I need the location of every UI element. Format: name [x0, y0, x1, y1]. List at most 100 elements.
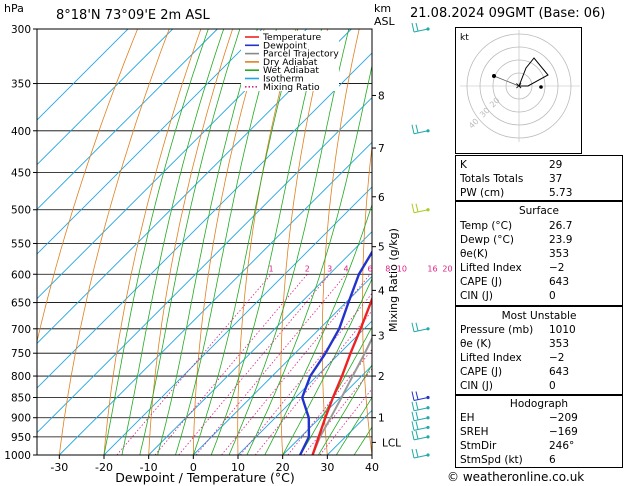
- wind-barb: [411, 401, 430, 412]
- mixing-ratio-label: 3: [327, 264, 332, 273]
- dry-adiabat: [148, 29, 233, 455]
- index-value: −209: [549, 412, 578, 424]
- temperature-tick-label: 10: [231, 461, 245, 474]
- index-value: 5.73: [549, 187, 573, 199]
- height-tick-label: 7: [378, 143, 385, 155]
- mixing-ratio-line: [195, 274, 347, 455]
- temperature-tick-label: -20: [95, 461, 113, 474]
- wet-adiabat: [103, 29, 209, 455]
- wind-barb-flag: [415, 401, 419, 410]
- hodograph-ring-label: 20: [488, 96, 502, 110]
- index-row: θe (K) 353: [460, 337, 618, 351]
- index-label: θe (K): [460, 338, 492, 350]
- wet-adiabat: [192, 29, 299, 455]
- index-value: 0: [549, 290, 556, 302]
- mixing-ratio-axis-label: Mixing Ratio (g/kg): [387, 228, 400, 332]
- hodograph-plot: kt 40 30 20 ✕: [460, 30, 580, 142]
- pressure-tick-label: 950: [11, 432, 31, 444]
- pressure-tick-label: 600: [11, 269, 31, 281]
- lcl-label: LCL: [382, 437, 401, 449]
- pressure-tick-label: 1000: [4, 450, 31, 462]
- index-row: K 29: [460, 158, 618, 172]
- credit-text[interactable]: © weatheronline.co.uk: [447, 470, 585, 484]
- dry-adiabat: [58, 29, 170, 455]
- index-value: 26.7: [549, 220, 573, 232]
- index-value: 37: [549, 173, 563, 185]
- mixing-ratio-line: [239, 292, 372, 455]
- index-label: Dewp (°C): [460, 234, 514, 246]
- wind-barb: [411, 391, 430, 401]
- legend-label: Isotherm: [263, 74, 304, 85]
- wind-barb-staff: [413, 130, 429, 135]
- height-unit-asl: ASL: [374, 15, 396, 28]
- indices-panel: K 29 Totals Totals 37 PW (cm) 5.73 Surface …: [455, 155, 623, 468]
- most-unstable-box: Most Unstable Pressure (mb) 1010 θe (K) 35…: [455, 306, 623, 395]
- height-tick-label: 1: [378, 413, 385, 425]
- index-value: 29: [549, 159, 563, 171]
- pressure-tick-label: 700: [11, 324, 31, 336]
- mixing-ratio-label: 1: [269, 264, 274, 273]
- pressure-tick-label: 500: [11, 205, 31, 217]
- mixing-ratio-label: 8: [385, 264, 390, 273]
- plot-frame: [36, 28, 373, 456]
- index-label: CAPE (J): [460, 366, 503, 378]
- index-label: θe(K): [460, 248, 488, 260]
- index-value: 643: [549, 276, 570, 288]
- index-label: StmSpd (kt): [460, 454, 523, 466]
- isotherm: [37, 29, 218, 210]
- legend-item: Dry Adiabat: [245, 57, 318, 68]
- wind-barb-flag: [411, 430, 415, 440]
- index-row: Pressure (mb) 1010: [460, 323, 618, 337]
- wet-adiabat: [264, 203, 372, 455]
- pressure-tick-label: 800: [11, 371, 31, 383]
- wind-barb-flag: [411, 22, 415, 33]
- height-tick-label: 5: [378, 242, 385, 254]
- legend-label: Dewpoint: [263, 40, 307, 51]
- index-value: −2: [549, 352, 565, 364]
- mixing-ratio-label: 10: [397, 264, 407, 273]
- index-row: EH −209: [460, 411, 618, 425]
- index-row: PW (cm) 5.73: [460, 186, 618, 200]
- index-label: Pressure (mb): [460, 324, 534, 336]
- index-label: CAPE (J): [460, 276, 503, 288]
- wind-barb-flag: [415, 22, 419, 32]
- pressure-unit: hPa: [4, 2, 24, 15]
- legend-label: Parcel Trajectory: [263, 49, 339, 60]
- isotherm: [37, 29, 173, 166]
- mixing-ratio-line: [116, 274, 272, 455]
- wind-barb-flag: [411, 401, 415, 411]
- wind-barb-flag: [411, 448, 415, 459]
- pressure-tick-label: 350: [11, 79, 31, 91]
- legend-item: Parcel Trajectory: [245, 49, 339, 60]
- pressure-tick-label: 300: [11, 24, 31, 36]
- wet-adiabat: [300, 326, 372, 455]
- location-title: 8°18'N 73°09'E 2m ASL: [56, 8, 210, 23]
- wet-adiabat: [210, 29, 322, 455]
- index-label: K: [460, 159, 467, 171]
- wind-barb-flag: [411, 203, 415, 213]
- legend-label: Temperature: [262, 32, 322, 43]
- hodograph-origin-icon: ✕: [515, 82, 523, 92]
- x-axis-label: Dewpoint / Temperature (°C): [115, 470, 294, 485]
- hodograph: kt 40 30 20 ✕: [455, 27, 582, 154]
- wind-barb-flag: [411, 391, 415, 401]
- isotherm: [282, 365, 372, 455]
- index-row: CAPE (J) 643: [460, 365, 618, 379]
- wet-adiabat: [246, 63, 372, 455]
- legend-item: Temperature: [245, 32, 322, 43]
- index-row: Dewp (°C) 23.9: [460, 233, 618, 247]
- dry-adiabat: [401, 29, 422, 455]
- legend-item: Mixing Ratio: [245, 82, 320, 93]
- pressure-tick-label: 650: [11, 298, 31, 310]
- index-value: −2: [549, 262, 565, 274]
- legend-label: Dry Adiabat: [263, 57, 318, 68]
- hodograph-ring-label: 30: [478, 106, 492, 120]
- dewpoint-line: [299, 249, 372, 455]
- pressure-tick-label: 850: [11, 392, 31, 404]
- index-row: StmSpd (kt) 6: [460, 453, 618, 467]
- temperature-tick-label: 20: [276, 461, 290, 474]
- pressure-tick-label: 450: [11, 167, 31, 179]
- index-value: −169: [549, 426, 578, 438]
- legend-item: Dewpoint: [245, 40, 307, 51]
